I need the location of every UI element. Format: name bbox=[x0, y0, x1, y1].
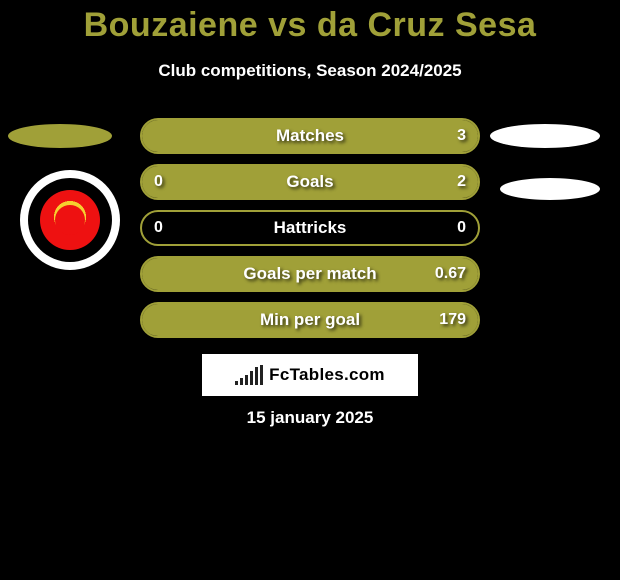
chart-icon bbox=[235, 365, 263, 385]
stat-row: Min per goal179 bbox=[140, 302, 480, 338]
stat-label: Matches bbox=[142, 120, 478, 152]
club-badge bbox=[20, 170, 120, 270]
page-subtitle: Club competitions, Season 2024/2025 bbox=[0, 61, 620, 81]
chart-bar bbox=[245, 375, 248, 385]
club-badge-inner bbox=[40, 190, 100, 250]
team-right-marker bbox=[490, 124, 600, 148]
stat-right-value: 3 bbox=[457, 120, 466, 152]
chart-bar bbox=[250, 371, 253, 385]
stat-label: Goals bbox=[142, 166, 478, 198]
stat-row: Hattricks0 0 bbox=[140, 210, 480, 246]
stat-right-value: 0.67 bbox=[435, 258, 466, 290]
stat-label: Min per goal bbox=[142, 304, 478, 336]
stat-left-value: 0 bbox=[154, 212, 163, 244]
stat-right-value: 0 bbox=[457, 212, 466, 244]
stat-row: Goals per match0.67 bbox=[140, 256, 480, 292]
chart-bar bbox=[255, 367, 258, 385]
page-title: Bouzaiene vs da Cruz Sesa bbox=[0, 0, 620, 45]
stat-label: Hattricks bbox=[142, 212, 478, 244]
footer-date: 15 january 2025 bbox=[0, 408, 620, 428]
stats-table: Matches3Goals02Hattricks00Goals per matc… bbox=[140, 118, 480, 348]
stat-row: Matches3 bbox=[140, 118, 480, 154]
chart-bar bbox=[260, 365, 263, 385]
chart-bar bbox=[235, 381, 238, 385]
chart-bar bbox=[240, 378, 243, 385]
site-logo-text: FcTables.com bbox=[269, 365, 385, 385]
stat-left-value: 0 bbox=[154, 166, 163, 198]
stat-label: Goals per match bbox=[142, 258, 478, 290]
club-badge-ring bbox=[28, 178, 112, 262]
site-logo: FcTables.com bbox=[202, 354, 418, 396]
stat-right-value: 179 bbox=[439, 304, 466, 336]
team-left-marker bbox=[8, 124, 112, 148]
team-right-marker-2 bbox=[500, 178, 600, 200]
infographic-root: Bouzaiene vs da Cruz Sesa Club competiti… bbox=[0, 0, 620, 580]
stat-right-value: 2 bbox=[457, 166, 466, 198]
stat-row: Goals0 2 bbox=[140, 164, 480, 200]
